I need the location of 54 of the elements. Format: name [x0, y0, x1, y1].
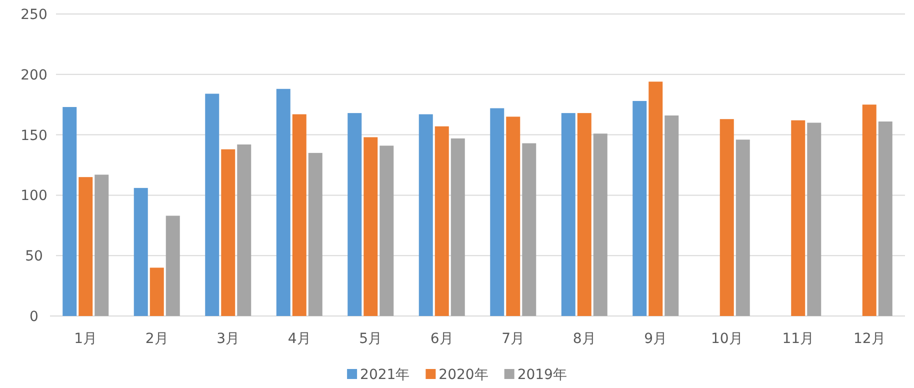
legend-label: 2019年 — [517, 367, 567, 383]
bar — [94, 174, 109, 316]
bar — [791, 120, 806, 316]
y-tick-label: 150 — [20, 128, 48, 144]
bar — [736, 140, 750, 316]
bar — [434, 126, 449, 316]
bar — [632, 100, 647, 316]
y-tick-label: 250 — [20, 7, 48, 23]
bar — [78, 177, 93, 316]
bar — [276, 88, 290, 316]
bar — [807, 122, 822, 316]
bar — [648, 82, 663, 316]
bar — [166, 216, 180, 316]
bar — [878, 122, 892, 316]
bar — [490, 108, 504, 316]
bar — [577, 113, 592, 316]
x-tick-label: 3月 — [216, 331, 240, 347]
bar — [292, 114, 306, 316]
x-tick-label: 7月 — [502, 331, 525, 347]
bar — [593, 134, 608, 316]
x-tick-label: 12月 — [853, 331, 886, 347]
x-tick-label: 6月 — [430, 331, 454, 347]
bar — [308, 152, 322, 316]
legend-label: 2021年 — [360, 367, 410, 383]
x-tick-label: 8月 — [572, 331, 596, 347]
bar — [418, 114, 433, 316]
bar — [720, 119, 734, 316]
bar — [237, 144, 252, 316]
bar — [221, 149, 236, 316]
bar — [348, 113, 362, 316]
bar — [62, 107, 77, 316]
bar — [134, 188, 148, 316]
bar — [205, 94, 220, 316]
bar — [522, 143, 536, 316]
x-tick-label: 1月 — [74, 331, 98, 347]
x-tick-label: 9月 — [644, 331, 668, 347]
x-tick-label: 11月 — [782, 331, 814, 347]
y-tick-label: 200 — [20, 67, 48, 84]
bar — [364, 137, 378, 316]
y-tick-label: 0 — [30, 309, 38, 325]
bar — [380, 146, 394, 316]
bar — [506, 116, 520, 316]
bar — [150, 268, 164, 316]
x-tick-label: 10月 — [710, 331, 743, 347]
x-tick-label: 2月 — [145, 331, 168, 347]
bar — [664, 115, 679, 316]
y-tick-label: 50 — [25, 248, 43, 265]
x-tick-label: 4月 — [288, 331, 311, 347]
bar — [561, 113, 576, 316]
legend-label: 2020年 — [438, 367, 488, 383]
x-tick-label: 5月 — [359, 331, 382, 347]
y-tick-label: 100 — [20, 188, 48, 204]
bar — [450, 138, 465, 316]
bar — [862, 104, 876, 316]
